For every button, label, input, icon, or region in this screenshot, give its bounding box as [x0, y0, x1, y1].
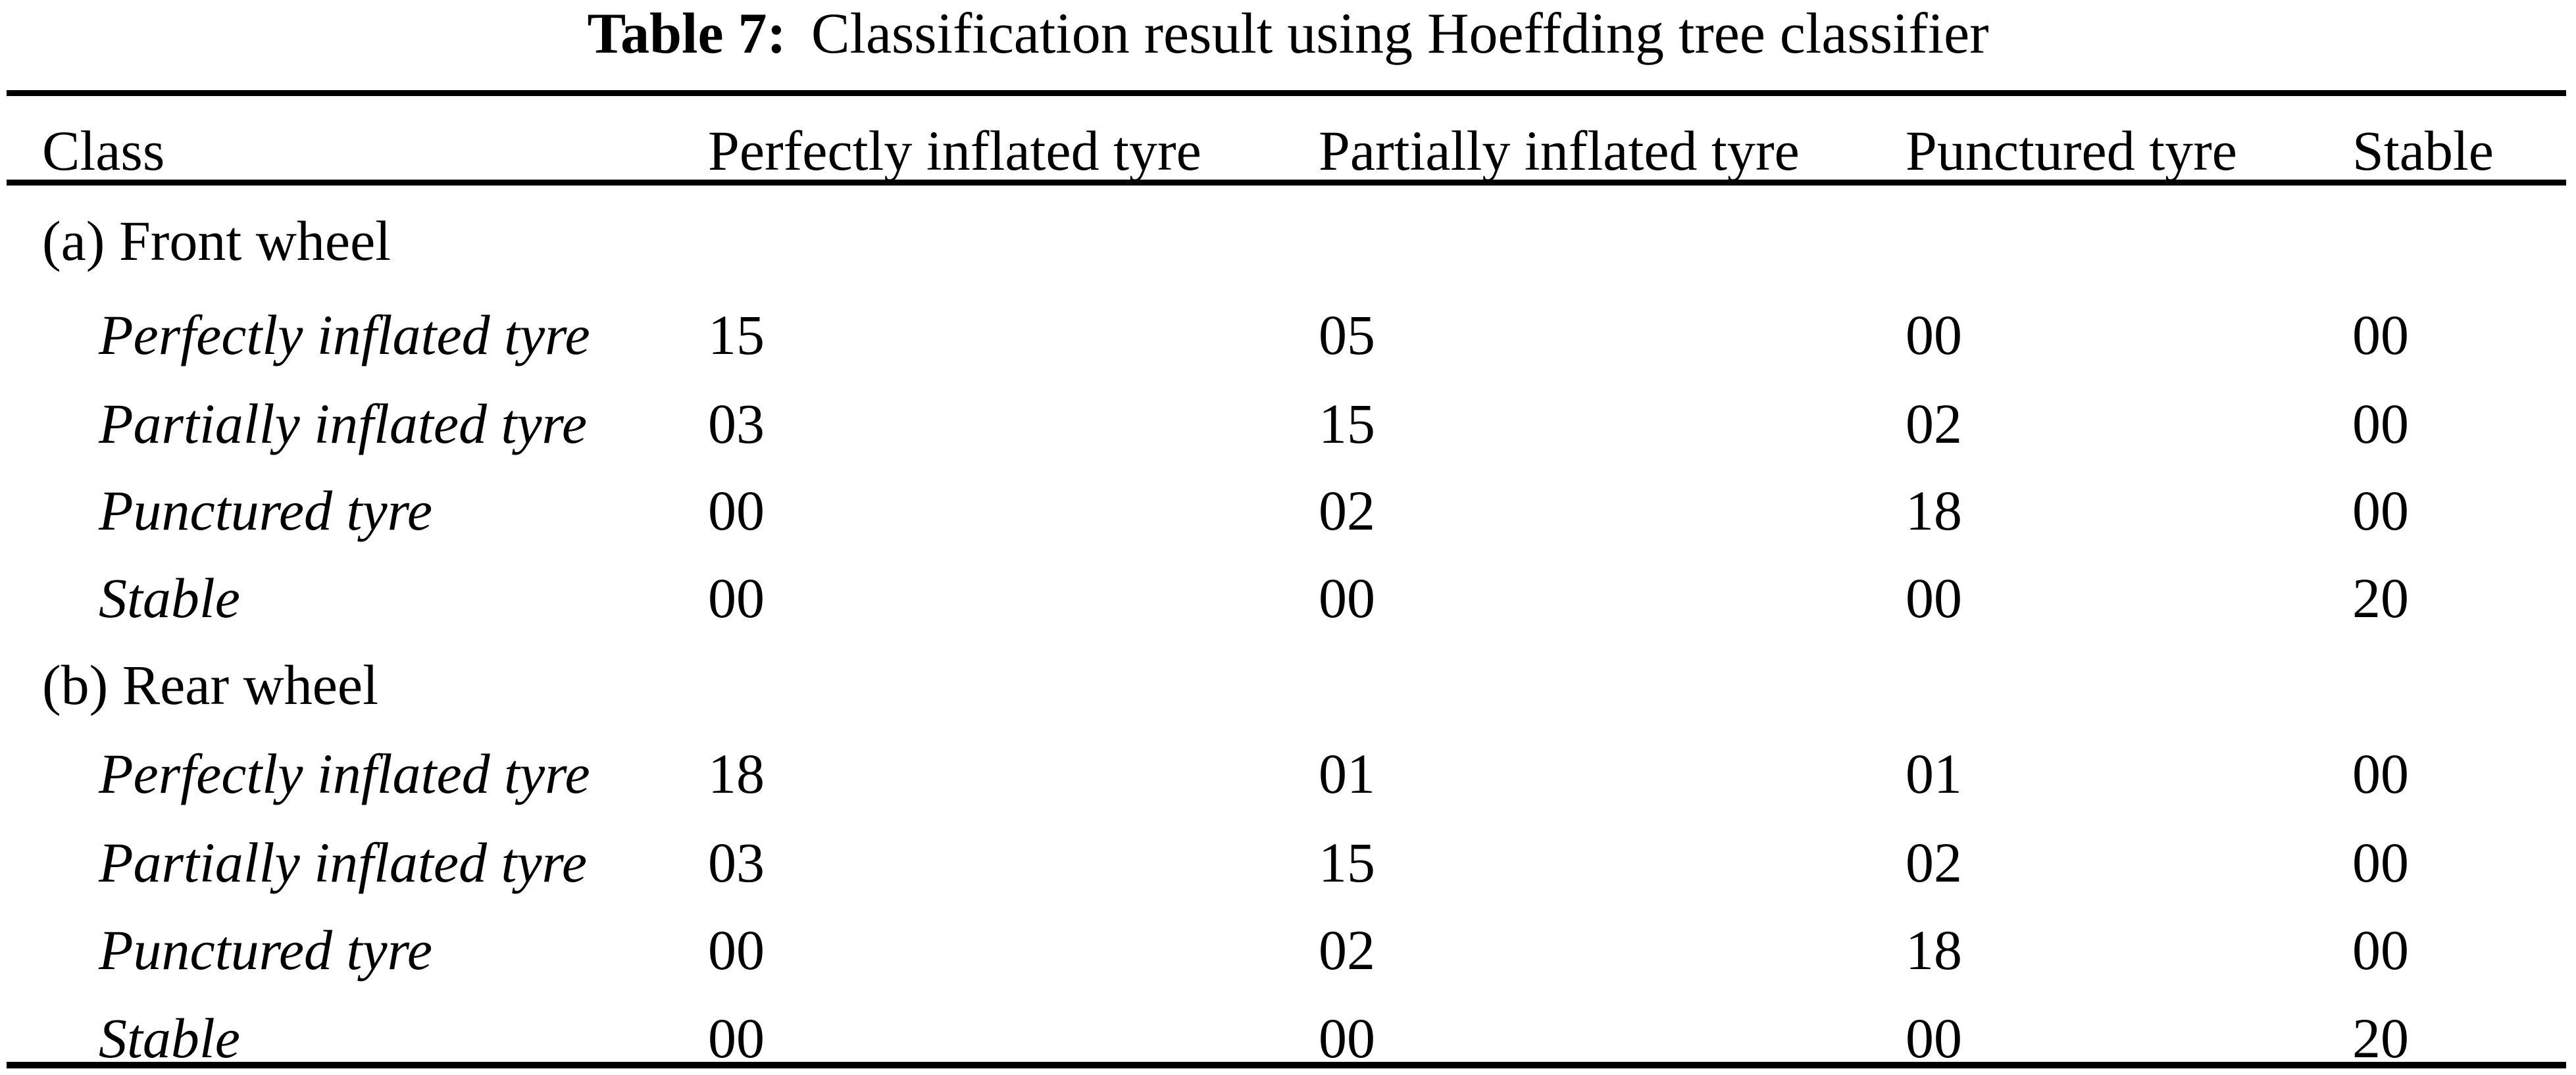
section-header-front-wheel: (a) Front wheel [0, 207, 2576, 275]
table-row: Partially inflated tyre 03 15 02 00 [0, 389, 2576, 458]
section-header-label: (a) Front wheel [42, 209, 391, 272]
row-label: Perfectly inflated tyre [99, 742, 590, 805]
table-caption-label: Table 7: [587, 2, 786, 66]
table-caption-text: Classification result using Hoeffding tr… [811, 2, 1989, 66]
row-label: Partially inflated tyre [99, 392, 588, 455]
table-row: Punctured tyre 00 02 18 00 [0, 476, 2576, 545]
cell-value: 15 [1319, 392, 1375, 455]
cell-value: 02 [1319, 918, 1375, 982]
cell-value: 05 [1319, 303, 1375, 366]
cell-value: 20 [2352, 566, 2409, 630]
column-header-stable: Stable [2352, 119, 2494, 182]
table-row: Punctured tyre 00 02 18 00 [0, 916, 2576, 984]
row-label: Perfectly inflated tyre [99, 303, 590, 366]
cell-value: 00 [1906, 303, 1962, 366]
cell-value: 20 [2352, 1007, 2409, 1070]
cell-value: 15 [1319, 831, 1375, 894]
column-header-punctured: Punctured tyre [1906, 119, 2237, 182]
cell-value: 01 [1906, 742, 1962, 805]
section-header-rear-wheel: (b) Rear wheel [0, 651, 2576, 719]
table-row: Perfectly inflated tyre 15 05 00 00 [0, 301, 2576, 369]
cell-value: 00 [2352, 392, 2409, 455]
row-label: Stable [99, 1007, 240, 1070]
cell-value: 00 [708, 918, 765, 982]
cell-value: 18 [708, 742, 765, 805]
cell-value: 00 [708, 1007, 765, 1070]
table-row: Stable 00 00 00 20 [0, 1004, 2576, 1072]
cell-value: 00 [1906, 566, 1962, 630]
row-label: Punctured tyre [99, 918, 433, 982]
cell-value: 02 [1906, 392, 1962, 455]
cell-value: 02 [1906, 831, 1962, 894]
cell-value: 00 [708, 479, 765, 542]
table-row: Perfectly inflated tyre 18 01 01 00 [0, 739, 2576, 808]
column-header-perfectly: Perfectly inflated tyre [708, 119, 1201, 182]
cell-value: 18 [1906, 479, 1962, 542]
cell-value: 18 [1906, 918, 1962, 982]
cell-value: 00 [1319, 1007, 1375, 1070]
cell-value: 02 [1319, 479, 1375, 542]
cell-value: 03 [708, 831, 765, 894]
column-header-partially: Partially inflated tyre [1319, 119, 1800, 182]
table-header-rule [7, 180, 2566, 186]
cell-value: 00 [2352, 918, 2409, 982]
table-bottom-rule [7, 1062, 2566, 1068]
section-header-label: (b) Rear wheel [42, 653, 378, 716]
table-header-row: Class Perfectly inflated tyre Partially … [0, 116, 2576, 185]
table-caption: Table 7: Classification result using Hoef… [0, 1, 2576, 67]
row-label: Stable [99, 566, 240, 630]
column-header-class: Class [42, 119, 165, 182]
cell-value: 00 [2352, 303, 2409, 366]
cell-value: 00 [1906, 1007, 1962, 1070]
cell-value: 00 [2352, 742, 2409, 805]
table-top-rule [7, 90, 2566, 96]
cell-value: 00 [2352, 479, 2409, 542]
table-row: Partially inflated tyre 03 15 02 00 [0, 828, 2576, 897]
cell-value: 00 [2352, 831, 2409, 894]
row-label: Partially inflated tyre [99, 831, 588, 894]
cell-value: 00 [708, 566, 765, 630]
row-label: Punctured tyre [99, 479, 433, 542]
cell-value: 15 [708, 303, 765, 366]
cell-value: 01 [1319, 742, 1375, 805]
table-row: Stable 00 00 00 20 [0, 564, 2576, 632]
cell-value: 00 [1319, 566, 1375, 630]
cell-value: 03 [708, 392, 765, 455]
